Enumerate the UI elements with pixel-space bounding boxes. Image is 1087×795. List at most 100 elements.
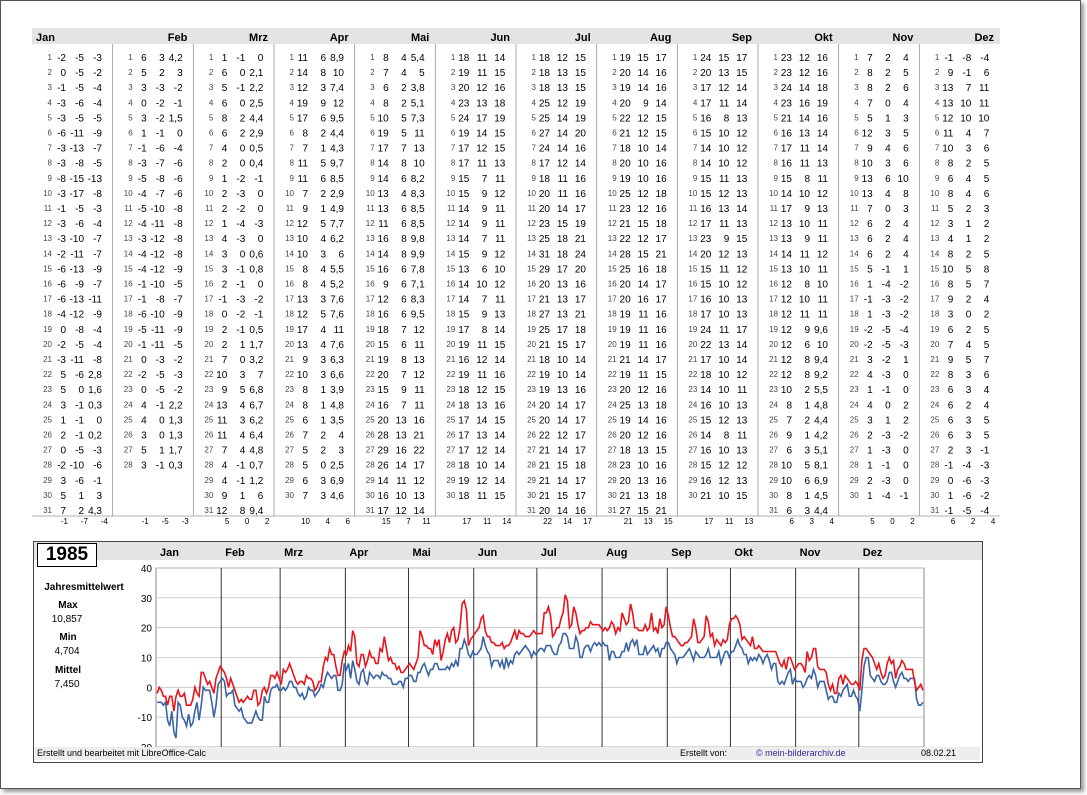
table-cell-jun: 10 xyxy=(494,264,506,275)
day-number: 28 xyxy=(204,461,213,470)
day-number: 21 xyxy=(285,355,294,364)
table-cell-dez: 10 xyxy=(960,98,972,109)
table-cell-jul: 17 xyxy=(575,415,587,426)
table-cell-apr: 6,3 xyxy=(330,355,344,366)
year-label: 1985 xyxy=(37,543,97,567)
table-cell-okt: 14 xyxy=(817,144,829,155)
day-number: 19 xyxy=(527,325,536,334)
table-cell-okt: 10 xyxy=(781,385,793,396)
table-cell-jul: 12 xyxy=(557,98,569,109)
table-cell-okt: 8 xyxy=(804,174,810,185)
table-month-header-feb: Feb xyxy=(168,32,188,44)
day-number: 13 xyxy=(930,234,939,243)
table-cell-apr: 11 xyxy=(298,174,309,185)
day-number: 6 xyxy=(209,129,214,138)
table-cell-jan: -6 xyxy=(57,295,66,306)
table-cell-apr: 7,6 xyxy=(330,295,344,306)
day-number: 21 xyxy=(608,355,617,364)
table-cell-mai: 7 xyxy=(401,370,407,381)
day-number: 23 xyxy=(285,385,294,394)
table-cell-aug: 14 xyxy=(638,415,650,426)
table-cell-jan: -1 xyxy=(57,83,66,94)
table-cell-jul: 15 xyxy=(557,340,569,351)
day-number: 7 xyxy=(854,144,859,153)
day-number: 11 xyxy=(124,204,133,213)
table-month-header-okt: Okt xyxy=(814,32,833,44)
table-cell-feb: -11 xyxy=(151,219,165,230)
table-cell-nov: 0 xyxy=(903,461,909,472)
monthly-mean-mai: 15 xyxy=(382,517,391,526)
table-cell-nov: 1 xyxy=(867,280,873,291)
table-cell-dez: 2 xyxy=(966,295,972,306)
table-cell-dez: 2 xyxy=(966,325,972,336)
day-number: 18 xyxy=(688,310,697,319)
table-cell-apr: 4,8 xyxy=(330,400,344,411)
table-cell-apr: 8 xyxy=(302,264,308,275)
table-cell-sep: 15 xyxy=(700,280,712,291)
day-number: 6 xyxy=(935,129,940,138)
table-month-header-apr: Apr xyxy=(330,32,350,44)
table-cell-aug: 25 xyxy=(620,400,632,411)
table-cell-okt: 16 xyxy=(817,68,829,79)
table-cell-okt: 13 xyxy=(817,159,829,170)
table-cell-dez: -1 xyxy=(944,506,953,517)
table-cell-apr: 5 xyxy=(320,159,326,170)
table-cell-aug: 18 xyxy=(656,491,668,502)
table-cell-sep: 17 xyxy=(700,219,712,230)
table-cell-jan: -8 xyxy=(75,159,84,170)
day-number: 12 xyxy=(366,219,375,228)
table-cell-mrz: 6,7 xyxy=(249,400,263,411)
table-cell-mrz: 6,2 xyxy=(249,415,263,426)
day-number: 10 xyxy=(366,189,375,198)
table-cell-mai: 15 xyxy=(378,385,390,396)
table-cell-feb: 6 xyxy=(141,53,147,64)
table-cell-sep: 10 xyxy=(718,310,730,321)
table-cell-dez: 7 xyxy=(984,280,990,291)
table-cell-dez: 10 xyxy=(978,113,990,124)
table-cell-apr: 9 xyxy=(320,98,326,109)
table-cell-mai: 7,8 xyxy=(411,264,425,275)
table-cell-sep: 10 xyxy=(718,400,730,411)
table-cell-aug: 12 xyxy=(638,234,650,245)
day-number: 7 xyxy=(612,144,617,153)
x-tick-label-jul: Jul xyxy=(541,547,557,559)
day-number: 3 xyxy=(854,83,859,92)
table-cell-okt: 1 xyxy=(804,431,810,442)
table-cell-feb: -12 xyxy=(150,234,165,245)
table-cell-jun: 20 xyxy=(458,83,470,94)
table-cell-feb: 3 xyxy=(159,53,165,64)
day-number: 11 xyxy=(770,204,779,213)
day-number: 5 xyxy=(854,113,859,122)
table-cell-aug: 25 xyxy=(620,264,632,275)
table-cell-apr: 5 xyxy=(302,461,308,472)
table-cell-mai: 16 xyxy=(396,446,408,457)
table-cell-mrz: 1 xyxy=(222,53,228,64)
table-cell-sep: 13 xyxy=(736,295,748,306)
table-cell-aug: 12 xyxy=(638,129,650,140)
table-cell-jan: 0,2 xyxy=(88,431,102,442)
table-cell-dez: 3 xyxy=(966,144,972,155)
table-cell-mai: 3,8 xyxy=(411,83,425,94)
footer-site-link[interactable]: © mein-bilderarchiv.de xyxy=(756,748,846,758)
day-number: 30 xyxy=(608,491,617,500)
table-cell-feb: -10 xyxy=(150,280,165,291)
table-cell-nov: 7 xyxy=(867,204,873,215)
table-cell-mrz: -4 xyxy=(236,219,245,230)
table-cell-okt: 17 xyxy=(781,204,793,215)
table-cell-feb: 0 xyxy=(141,385,147,396)
table-cell-jan: -3 xyxy=(57,234,66,245)
table-cell-apr: 6 xyxy=(302,415,308,426)
table-cell-aug: 21 xyxy=(620,129,632,140)
table-cell-dez: 2 xyxy=(966,249,972,260)
table-cell-nov: -2 xyxy=(864,325,873,336)
table-cell-dez: 7 xyxy=(948,340,954,351)
table-cell-nov: 5 xyxy=(867,113,873,124)
table-cell-apr: 4,3 xyxy=(330,144,344,155)
table-cell-aug: 10 xyxy=(638,159,650,170)
day-number: 2 xyxy=(48,68,53,77)
table-cell-jan: 2 xyxy=(60,431,66,442)
table-cell-sep: 10 xyxy=(718,295,730,306)
table-cell-jul: 14 xyxy=(557,446,569,457)
table-cell-sep: 13 xyxy=(736,476,748,487)
table-cell-nov: -3 xyxy=(882,476,891,487)
